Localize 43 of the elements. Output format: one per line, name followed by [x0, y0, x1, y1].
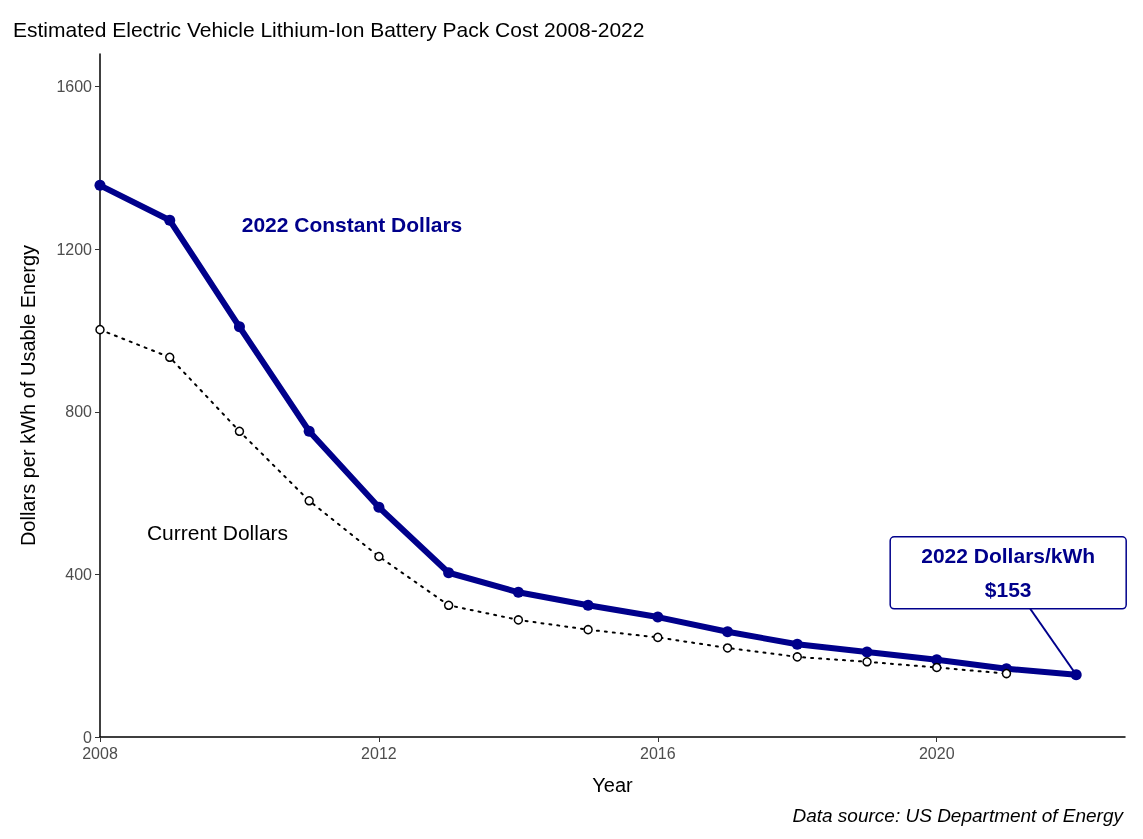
y-tick-label: 400	[65, 565, 93, 583]
point	[443, 567, 455, 579]
point	[931, 662, 942, 673]
point	[1001, 668, 1012, 679]
point	[443, 600, 454, 611]
point	[374, 551, 384, 562]
point	[513, 615, 524, 625]
y-tick-label: 1200	[56, 240, 93, 258]
source-note: Data source: US Department of Energy	[792, 805, 1125, 826]
point	[791, 638, 803, 650]
point	[1070, 669, 1082, 681]
point	[234, 426, 245, 437]
point	[653, 632, 663, 643]
point	[512, 586, 524, 598]
series-label: Current Dollars	[146, 521, 289, 545]
annotation: 2022 Dollars/kWh $153	[921, 544, 1096, 602]
point	[583, 624, 593, 635]
x-tick-label: 2016	[640, 744, 676, 762]
point	[722, 626, 734, 638]
x-axis-title: Year	[592, 774, 634, 796]
chart-title: Estimated Electric Vehicle Lithium-Ion Battery Pack Cost 2008-2022	[13, 18, 645, 41]
point	[582, 599, 594, 611]
y-axis-title: Dollars per kWh of Usable Energy	[17, 244, 39, 547]
point	[652, 611, 664, 623]
point	[304, 496, 314, 506]
x-tick-label: 2012	[361, 744, 397, 762]
y-tick-label: 0	[83, 728, 93, 746]
text: 2022 Constant Dollars	[241, 213, 463, 237]
x-tick-label: 2008	[82, 744, 118, 762]
point	[164, 352, 175, 363]
point	[862, 657, 872, 667]
point	[303, 425, 315, 437]
point	[861, 646, 873, 658]
point	[373, 501, 385, 513]
point	[233, 321, 245, 333]
point	[722, 643, 733, 653]
point	[94, 179, 106, 191]
x-tick-label: 2020	[918, 744, 955, 762]
point	[792, 652, 803, 662]
point	[164, 214, 176, 226]
y-tick-label: 1600	[56, 78, 93, 96]
point	[95, 324, 105, 335]
y-tick-label: 800	[65, 403, 93, 421]
